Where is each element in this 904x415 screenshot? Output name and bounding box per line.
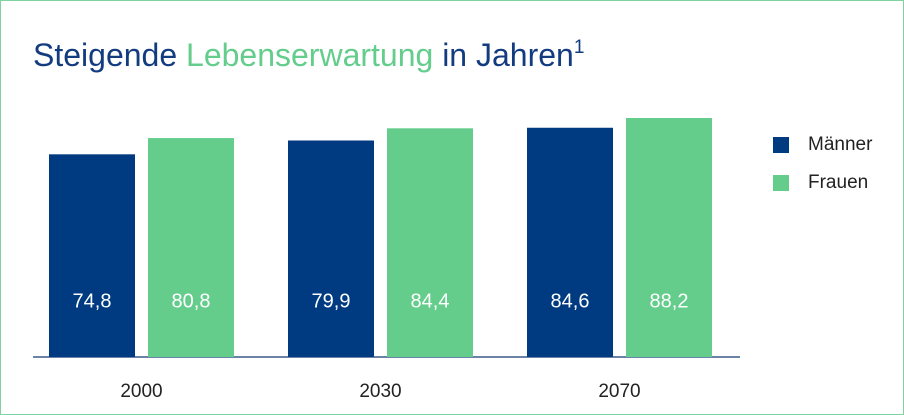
bar — [148, 138, 234, 357]
value-label: 84,6 — [551, 290, 590, 312]
legend-swatch — [773, 137, 789, 153]
bar — [288, 140, 374, 357]
value-label: 88,2 — [650, 290, 689, 312]
value-label: 79,9 — [312, 290, 351, 312]
legend-label: Frauen — [808, 172, 868, 193]
x-tick-label: 2000 — [120, 381, 162, 402]
x-tick-label: 2070 — [598, 381, 640, 402]
title-part: Lebenserwartung — [186, 37, 433, 73]
bar — [387, 128, 473, 357]
title-footnote: 1 — [574, 37, 585, 58]
value-label: 80,8 — [172, 290, 211, 312]
bar — [49, 154, 135, 357]
value-label: 84,4 — [411, 290, 450, 312]
legend-swatch — [773, 175, 789, 191]
title-part: Steigende — [33, 37, 177, 73]
chart-title: Steigende Lebenserwartung in Jahren1 — [33, 37, 584, 73]
title-part: in Jahren — [442, 37, 574, 73]
bar — [626, 118, 712, 357]
bar — [527, 127, 613, 358]
value-label: 74,8 — [73, 290, 112, 312]
legend-label: Männer — [808, 134, 873, 155]
x-tick-label: 2030 — [359, 381, 401, 402]
